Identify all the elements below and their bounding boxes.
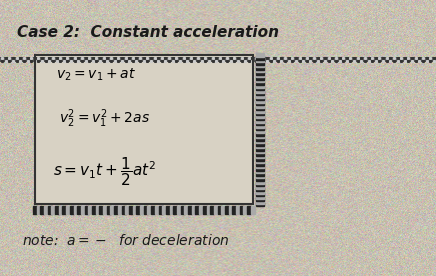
Text: note:  $a = -$  for deceleration: note: $a = -$ for deceleration (22, 233, 229, 248)
Bar (0, 59, 436, 60)
Bar (0, 57, 436, 58)
Bar (35, 55, 253, 204)
Bar (35, 55, 253, 204)
Bar (0, 58, 436, 59)
Text: $v_2^2 = v_1^2 + 2as$: $v_2^2 = v_1^2 + 2as$ (59, 107, 150, 130)
Text: $s = v_1t + \dfrac{1}{2}at^2$: $s = v_1t + \dfrac{1}{2}at^2$ (53, 155, 157, 187)
Text: Case 2:  Constant acceleration: Case 2: Constant acceleration (17, 25, 279, 40)
Bar (0, 61, 436, 62)
Text: $v_2 = v_1 + at$: $v_2 = v_1 + at$ (56, 66, 136, 83)
Bar (0, 60, 436, 61)
Bar (0, 57, 436, 62)
